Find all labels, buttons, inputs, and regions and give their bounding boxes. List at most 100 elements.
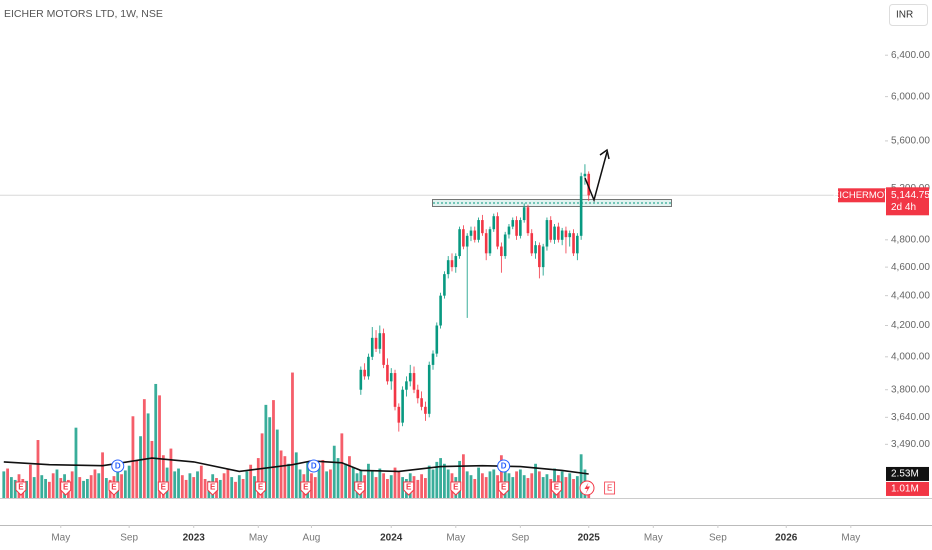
- dividend-label: D: [311, 462, 317, 471]
- volume-bar: [275, 429, 279, 498]
- volume-bar: [446, 469, 450, 498]
- volume-bar: [131, 416, 135, 498]
- volume-bar: [74, 427, 78, 498]
- earnings-marker[interactable]: E: [108, 481, 120, 496]
- volume-bar: [158, 395, 161, 498]
- arrow-drawing[interactable]: [584, 148, 610, 203]
- earnings-shield: [60, 481, 72, 496]
- earnings-marker[interactable]: E: [354, 481, 366, 496]
- volume-bar: [306, 461, 310, 498]
- earnings-marker[interactable]: E: [450, 481, 462, 496]
- candle-body: [511, 220, 515, 227]
- volume-bar: [393, 467, 397, 498]
- candle-body: [507, 226, 511, 235]
- volume-bar: [317, 465, 321, 498]
- volume-bar: [272, 400, 275, 498]
- candle-body: [583, 173, 587, 177]
- volume-bar: [218, 479, 222, 498]
- earnings-marker[interactable]: E: [207, 481, 219, 496]
- currency[interactable]: INR: [896, 10, 913, 21]
- earnings-marker[interactable]: E: [157, 481, 169, 496]
- earnings-shield: [498, 481, 510, 496]
- earnings-marker[interactable]: E: [300, 481, 312, 496]
- candle-body: [496, 216, 499, 247]
- earnings-marker[interactable]: E: [403, 481, 415, 496]
- candle-body: [405, 381, 408, 390]
- volume-bar: [192, 477, 196, 498]
- y-tick-label: 4,600.00: [891, 262, 930, 273]
- earnings-marker[interactable]: E: [60, 481, 72, 496]
- x-tick-label: 2026: [775, 533, 798, 544]
- dividend-marker[interactable]: D: [111, 459, 125, 473]
- candle-body: [484, 233, 488, 254]
- volume-bar: [515, 471, 518, 498]
- earnings-shield: [300, 481, 312, 496]
- volume-bar: [127, 465, 131, 498]
- upcoming-earnings-marker[interactable]: E: [604, 481, 616, 495]
- candle-body: [359, 369, 363, 390]
- earnings-marker[interactable]: E: [15, 481, 27, 496]
- candle-body: [450, 260, 454, 268]
- earnings-label: E: [357, 483, 363, 492]
- earnings-label: E: [554, 483, 560, 492]
- candle-body: [473, 230, 477, 240]
- candle-body: [526, 207, 530, 234]
- earnings-label: E: [210, 483, 216, 492]
- y-tick-label: 4,000.00: [891, 351, 930, 362]
- volume-bar: [150, 440, 154, 498]
- candle-body: [572, 233, 575, 254]
- volume-bar: [488, 471, 492, 498]
- candle-body: [515, 220, 518, 236]
- volume-bar: [249, 464, 253, 498]
- y-tick-label: 3,490.00: [891, 439, 930, 450]
- volume-bar: [313, 477, 317, 498]
- x-tick-label: May: [446, 533, 465, 544]
- zone-box[interactable]: [432, 199, 672, 207]
- dividend-marker[interactable]: D: [307, 459, 321, 473]
- volume-bar: [241, 478, 245, 498]
- volume-bar: [537, 471, 541, 498]
- candle-body: [446, 260, 450, 275]
- volume-bar: [386, 478, 389, 498]
- volume-bar: [348, 456, 351, 498]
- volume-bar: [203, 478, 207, 498]
- volume-bar: [294, 452, 298, 498]
- volume-bar: [424, 478, 427, 498]
- volume-bar: [518, 469, 522, 498]
- x-tick-label: Aug: [303, 533, 321, 544]
- candle-body: [427, 364, 431, 414]
- currency-box[interactable]: [889, 4, 928, 26]
- symbol-tag: [838, 188, 885, 203]
- earnings-marker[interactable]: E: [498, 481, 510, 496]
- candle-body: [503, 234, 507, 257]
- earnings-shield: [108, 481, 120, 496]
- x-tick-label: Sep: [120, 533, 138, 544]
- x-tick-label: May: [51, 533, 70, 544]
- volume-bar: [344, 463, 348, 498]
- split-icon[interactable]: [579, 480, 595, 496]
- volume-bar: [477, 467, 480, 498]
- volume-bar: [480, 473, 484, 498]
- earnings-label: E: [303, 483, 309, 492]
- candle-body: [374, 337, 378, 349]
- volume-bar: [378, 468, 382, 498]
- volume-bar: [461, 454, 465, 498]
- volume-bar: [397, 471, 401, 498]
- volume-bar: [492, 469, 496, 498]
- earnings-marker[interactable]: E: [255, 481, 267, 496]
- volume-bar: [184, 479, 188, 498]
- x-tick-label: Sep: [511, 533, 529, 544]
- volume-bar: [234, 481, 237, 498]
- candle-body: [408, 373, 412, 382]
- drawings: [432, 199, 672, 207]
- earnings-marker[interactable]: E: [550, 481, 562, 496]
- y-tick-label: 3,800.00: [891, 384, 930, 395]
- dividend-marker[interactable]: D: [497, 459, 511, 473]
- x-tick-label: 2025: [578, 533, 601, 544]
- candle-body: [538, 245, 541, 268]
- x-tick-label: 2024: [380, 533, 403, 544]
- candle-body: [557, 226, 560, 240]
- volume-bar: [2, 471, 6, 498]
- price-tag: [886, 187, 929, 216]
- dividend-label: D: [115, 462, 121, 471]
